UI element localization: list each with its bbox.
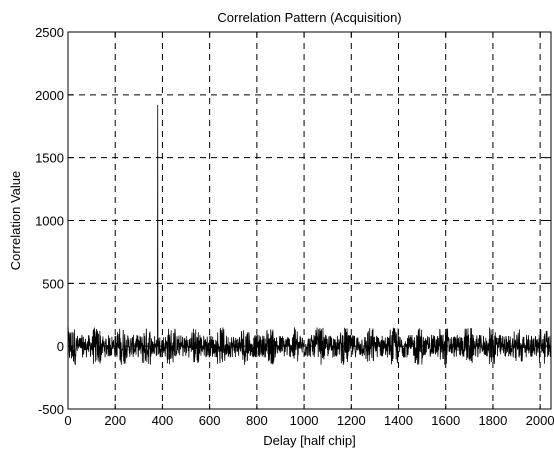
x-tick-label: 1200 — [337, 413, 366, 428]
x-tick-label: 600 — [199, 413, 221, 428]
y-tick-label: 2000 — [35, 88, 64, 103]
y-tick-label: 0 — [57, 339, 64, 354]
x-tick-label: 0 — [64, 413, 71, 428]
x-axis-title: Delay [half chip] — [263, 433, 356, 448]
y-tick-label: -500 — [38, 402, 64, 417]
y-tick-label: 1000 — [35, 214, 64, 229]
x-tick-label: 1600 — [431, 413, 460, 428]
x-tick-label: 2000 — [526, 413, 554, 428]
y-axis-title: Correlation Value — [8, 171, 23, 270]
x-tick-label: 200 — [104, 413, 126, 428]
x-tick-label: 800 — [246, 413, 268, 428]
x-tick-label: 400 — [152, 413, 174, 428]
y-tick-label: 2500 — [35, 25, 64, 40]
series-group — [67, 104, 552, 365]
x-tick-label: 1800 — [478, 413, 507, 428]
y-tick-label: 500 — [42, 276, 64, 291]
x-tick-label: 1000 — [290, 413, 319, 428]
axis-ticks: 0 200 400 600 800 1000 1200 1400 1600 1800 2000 -50… — [35, 25, 554, 428]
series-line — [67, 104, 552, 365]
chart-title: Correlation Pattern (Acquisition) — [217, 10, 401, 25]
y-tick-label: 1500 — [35, 151, 64, 166]
x-tick-label: 1400 — [384, 413, 413, 428]
